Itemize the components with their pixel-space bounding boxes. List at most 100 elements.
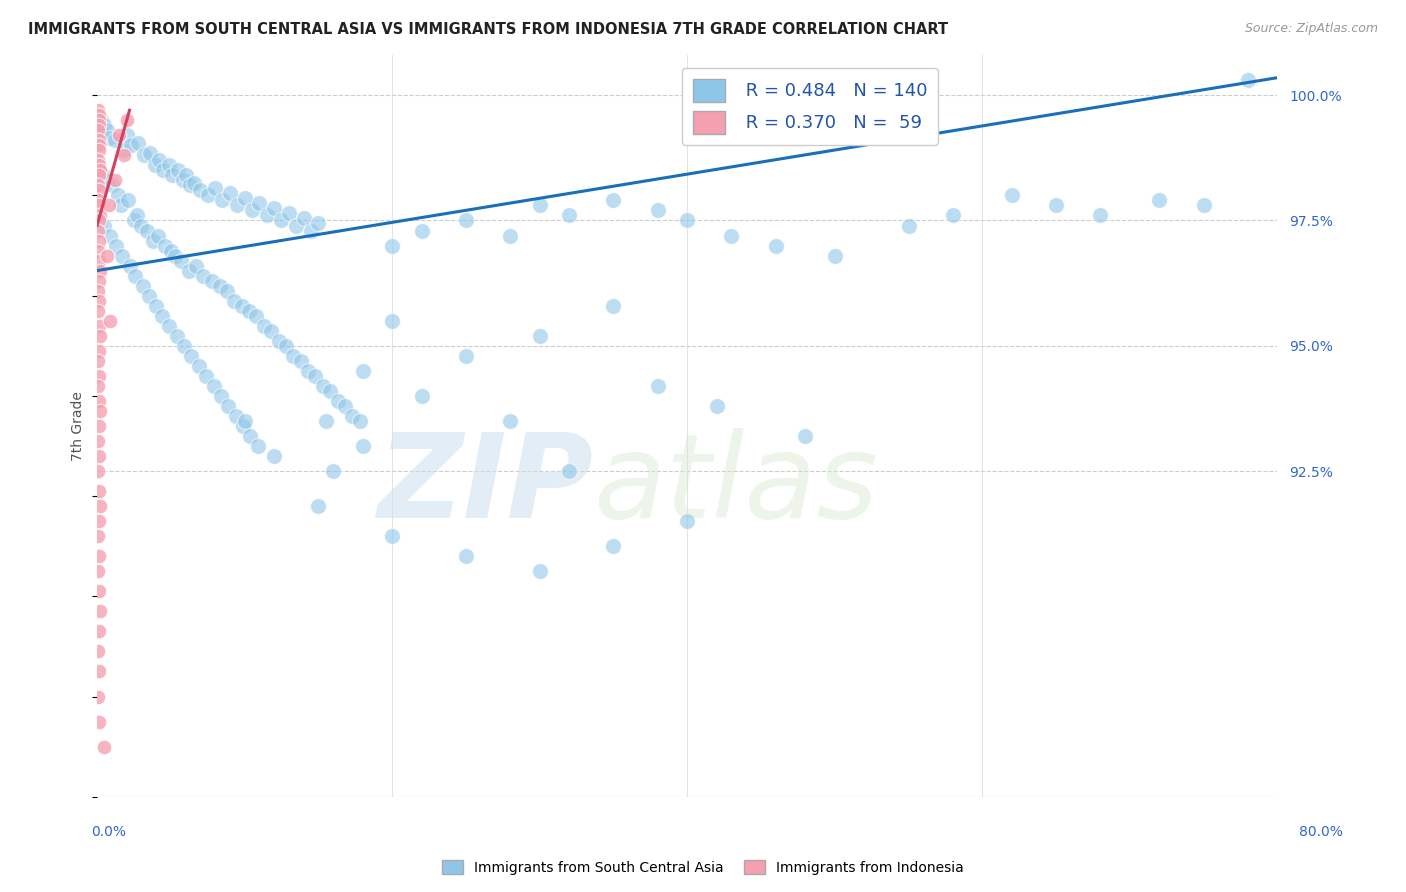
Point [87, 123, 110, 137]
Point [117, 194, 139, 208]
Point [142, 234, 165, 248]
Point [93, 219, 115, 233]
Point [270, 213, 292, 227]
Point [765, 238, 787, 252]
Point [319, 384, 342, 398]
Point [167, 163, 190, 178]
Point [720, 228, 742, 243]
Point [93, 739, 115, 754]
Point [87, 418, 110, 433]
Point [87, 133, 110, 147]
Point [89, 328, 111, 343]
Point [794, 429, 817, 443]
Point [411, 223, 433, 237]
Point [352, 439, 374, 453]
Point [267, 334, 290, 348]
Legend:  R = 0.484   N = 140,  R = 0.370   N =  59: R = 0.484 N = 140, R = 0.370 N = 59 [682, 68, 938, 145]
Point [184, 259, 207, 273]
Point [676, 213, 699, 227]
Point [312, 379, 335, 393]
Text: 0.0%: 0.0% [91, 825, 127, 839]
Point [87, 274, 110, 288]
Point [87, 113, 110, 128]
Point [283, 349, 305, 363]
Point [89, 368, 111, 383]
Point [104, 133, 127, 147]
Point [89, 499, 111, 513]
Point [218, 186, 240, 200]
Point [143, 158, 166, 172]
Point [87, 353, 110, 368]
Point [89, 293, 111, 308]
Point [201, 274, 224, 288]
Point [260, 324, 283, 338]
Point [96, 249, 118, 263]
Point [105, 238, 128, 252]
Point [188, 183, 211, 197]
Point [87, 253, 110, 268]
Point [108, 128, 131, 143]
Point [120, 138, 142, 153]
Point [1237, 73, 1260, 87]
Point [145, 299, 167, 313]
Point [342, 409, 364, 423]
Point [602, 194, 624, 208]
Point [87, 303, 110, 318]
Point [253, 318, 276, 333]
Point [224, 293, 246, 308]
Point [411, 389, 433, 403]
Point [240, 203, 263, 218]
Point [529, 564, 551, 578]
Point [87, 244, 110, 258]
Point [87, 484, 110, 499]
Point [215, 284, 238, 298]
Point [89, 604, 111, 618]
Point [274, 339, 297, 353]
Text: Source: ZipAtlas.com: Source: ZipAtlas.com [1244, 22, 1378, 36]
Point [195, 368, 218, 383]
Point [87, 223, 110, 237]
Point [454, 213, 477, 227]
Point [89, 118, 111, 132]
Point [118, 259, 141, 273]
Text: 80.0%: 80.0% [1299, 825, 1343, 839]
Point [202, 379, 225, 393]
Point [124, 268, 146, 283]
Point [307, 499, 329, 513]
Point [97, 131, 120, 145]
Point [1192, 198, 1215, 212]
Point [87, 434, 110, 448]
Point [499, 414, 522, 428]
Legend: Immigrants from South Central Asia, Immigrants from Indonesia: Immigrants from South Central Asia, Immi… [436, 855, 970, 880]
Point [897, 219, 920, 233]
Point [157, 158, 180, 172]
Point [110, 198, 132, 212]
Point [558, 209, 581, 223]
Point [125, 209, 148, 223]
Point [152, 163, 174, 178]
Point [352, 364, 374, 378]
Point [89, 665, 111, 679]
Point [87, 153, 110, 168]
Point [87, 584, 110, 599]
Point [245, 309, 267, 323]
Point [98, 314, 121, 328]
Point [322, 464, 344, 478]
Point [381, 529, 404, 543]
Point [112, 148, 135, 162]
Point [233, 414, 256, 428]
Point [89, 449, 111, 463]
Point [1090, 209, 1112, 223]
Point [211, 194, 233, 208]
Point [1149, 194, 1171, 208]
Point [333, 399, 356, 413]
Point [93, 118, 115, 132]
Y-axis label: 7th Grade: 7th Grade [72, 391, 86, 461]
Point [87, 198, 110, 212]
Point [292, 211, 315, 225]
Point [290, 353, 312, 368]
Point [132, 278, 155, 293]
Point [706, 399, 728, 413]
Point [87, 158, 110, 172]
Point [647, 203, 669, 218]
